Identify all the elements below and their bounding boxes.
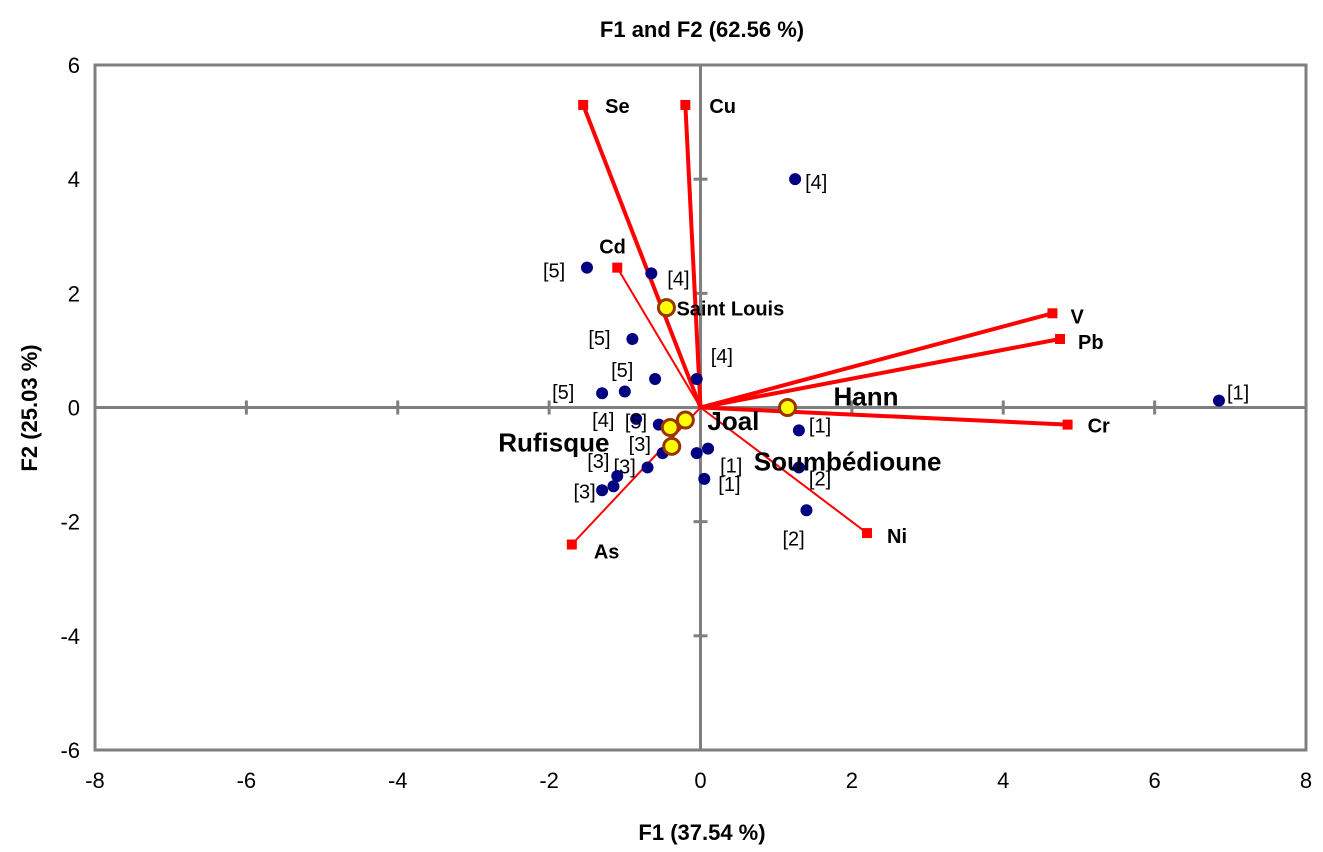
vector-end-marker	[612, 262, 623, 273]
x-tick-label: 6	[1149, 768, 1161, 793]
observation-point	[1212, 394, 1225, 407]
observation-point	[596, 387, 609, 400]
observation-point	[702, 442, 715, 455]
x-tick-label: -2	[539, 768, 559, 793]
observation-point	[596, 484, 609, 497]
observation-point	[792, 424, 805, 437]
observation-label: [1]	[1227, 383, 1249, 405]
variable-label: Cu	[709, 96, 736, 118]
observation-label: [3]	[587, 451, 609, 473]
variable-label: As	[594, 542, 620, 564]
chart-title: F1 and F2 (62.56 %)	[600, 17, 804, 42]
site-centroid	[662, 436, 682, 456]
site-centroid	[656, 298, 676, 318]
x-tick-label: 4	[997, 768, 1009, 793]
x-axis-title: F1 (37.54 %)	[638, 820, 765, 845]
variable-label: Se	[605, 96, 629, 118]
y-axis-title: F2 (25.03 %)	[17, 344, 42, 471]
observation-point	[641, 461, 654, 474]
site-label: Joal	[707, 406, 759, 436]
vector-line	[616, 267, 702, 409]
observation-label: [2]	[782, 528, 804, 550]
vector-end-marker	[680, 99, 691, 110]
y-tick-label: -4	[60, 624, 80, 649]
y-tick-label: -2	[60, 510, 80, 535]
observation-label: [4]	[805, 172, 827, 194]
observation-label: [1]	[720, 456, 742, 478]
observation-point	[645, 267, 658, 280]
x-tick-label: 0	[694, 768, 706, 793]
observation-point	[626, 333, 639, 345]
x-tick-label: -8	[85, 768, 105, 793]
vector-line	[700, 405, 1068, 427]
observation-label: [5]	[611, 360, 633, 382]
vector-end-marker	[862, 528, 873, 539]
site-label: Soumbédioune	[754, 446, 942, 476]
observation-point	[690, 372, 703, 385]
vector-end-marker	[1047, 308, 1058, 319]
observation-label: [2]	[809, 468, 831, 490]
observation-point	[607, 480, 620, 493]
observation-label: [3]	[629, 434, 651, 456]
vector-end-marker	[1055, 334, 1066, 344]
vector-line	[683, 104, 703, 408]
observation-label: [5]	[588, 328, 610, 350]
observation-point	[611, 470, 624, 482]
observation-points: [4][5] [4][5][5][4][5][4] [5][1][1][1][1][…	[543, 172, 1249, 550]
site-centroid	[778, 398, 798, 417]
observation-point	[618, 385, 631, 398]
site-label: Saint Louis	[676, 299, 784, 321]
y-tick-label: 6	[68, 53, 80, 78]
vector-end-marker	[566, 539, 577, 550]
vector-line	[700, 337, 1061, 410]
variable-vectors: Se Cu Cd V Pb Cr Ni As	[566, 96, 1110, 564]
y-tick-label: -6	[60, 738, 80, 763]
x-tick-label: 2	[846, 768, 858, 793]
vector-line	[699, 311, 1053, 410]
variable-label: Cd	[599, 237, 626, 259]
observation-label: [4]	[592, 410, 614, 432]
observation-label: [5]	[543, 261, 565, 283]
vector-end-marker	[1062, 419, 1073, 430]
variable-label: V	[1070, 306, 1084, 328]
observation-label: [5]	[625, 412, 647, 434]
variable-label: Ni	[887, 526, 907, 548]
observation-label: [1]	[718, 474, 740, 496]
variable-label: Cr	[1088, 416, 1110, 438]
variable-label: Pb	[1078, 332, 1104, 354]
site-label: Rufisque	[498, 427, 609, 457]
vector-line	[699, 406, 868, 534]
vector-line	[581, 104, 703, 409]
y-tick-label: 4	[68, 167, 80, 192]
observation-label: [4]	[711, 346, 733, 368]
site-centroid	[660, 417, 680, 437]
x-tick-label: -4	[388, 768, 408, 793]
vector-end-marker	[578, 99, 589, 110]
observation-point	[792, 461, 805, 474]
site-centroid	[675, 410, 695, 430]
observation-label: [3]	[573, 481, 595, 503]
x-tick-label: -6	[237, 768, 257, 793]
observation-point	[789, 173, 802, 186]
y-tick-label: 0	[68, 396, 80, 421]
observation-point	[580, 261, 593, 274]
y-tick-label: 2	[68, 281, 80, 306]
observation-label: [1]	[809, 415, 831, 437]
site-centroids: Saint Louis Hann Joal Rufisque Soumbédioune	[498, 298, 942, 476]
observation-point	[649, 372, 662, 385]
observation-label: [4]	[667, 268, 689, 290]
observation-point	[630, 412, 643, 425]
observation-point	[690, 447, 703, 460]
x-tick-label: 8	[1300, 768, 1312, 793]
observation-label: [5]	[552, 382, 574, 404]
observation-point	[800, 504, 813, 517]
observation-point	[698, 472, 711, 485]
site-label: Hann	[834, 382, 899, 412]
